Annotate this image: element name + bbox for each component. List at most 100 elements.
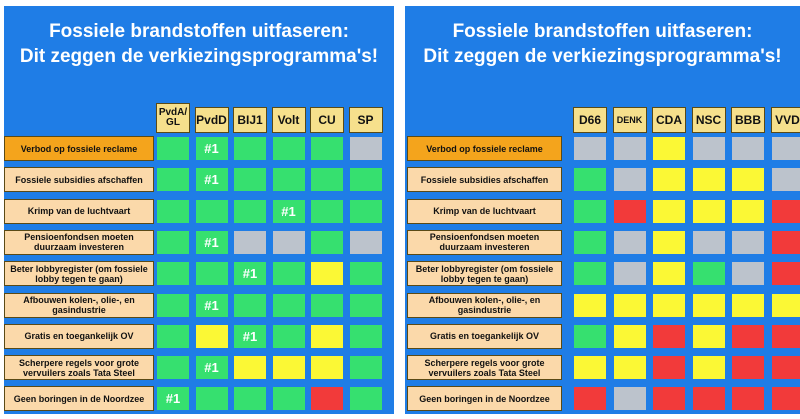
right-cell-grey	[613, 262, 646, 286]
left-cell-green	[157, 293, 189, 317]
left-row-label: Krimp van de luchtvaart	[4, 198, 154, 224]
left-cell-green	[272, 387, 305, 411]
right-cell-grey	[692, 137, 725, 160]
left-cell-green	[157, 168, 189, 192]
left-row-label: Gratis en toegankelijk OV	[4, 323, 154, 349]
right-cell-yellow	[692, 199, 725, 223]
left-cell-green: #1	[195, 356, 228, 380]
left-cell-green	[157, 199, 189, 223]
left-cell-green	[349, 356, 382, 380]
right-cell-red	[653, 324, 685, 348]
left-cell-yellow	[234, 356, 266, 380]
right-cell-red	[771, 356, 800, 380]
left-cell-yellow	[311, 324, 343, 348]
right-cell-red	[771, 199, 800, 223]
right-title-line2: Dit zeggen de verkiezingsprogramma's!	[423, 46, 782, 67]
right-party-header: NSC	[691, 107, 726, 133]
right-cell-red	[613, 199, 646, 223]
right-cell-yellow	[692, 168, 725, 192]
right-title: Fossiele brandstoffen uitfaseren: Dit ze…	[405, 19, 800, 69]
right-row-label: Geen boringen in de Noordzee	[407, 386, 562, 412]
left-cell-green	[157, 262, 189, 286]
left-row-label: Scherpere regels voor grote vervuilers z…	[4, 355, 154, 381]
right-cell-grey	[771, 168, 800, 192]
right-cell-yellow	[653, 262, 685, 286]
right-party-header: DENK	[612, 107, 647, 133]
right-cell-yellow	[613, 324, 646, 348]
right-cell-red	[771, 324, 800, 348]
right-cell-yellow	[613, 293, 646, 317]
right-row-label: Fossiele subsidies afschaffen	[407, 167, 562, 193]
right-cell-red	[653, 387, 685, 411]
right-cell-yellow	[653, 293, 685, 317]
right-cell-grey	[732, 230, 764, 254]
left-title-line1: Fossiele brandstoffen uitfaseren:	[49, 21, 349, 42]
right-cell-yellow	[771, 293, 800, 317]
right-cell-green	[574, 230, 606, 254]
right-cell-grey	[771, 137, 800, 160]
right-cell-yellow	[653, 230, 685, 254]
right-cell-green	[692, 262, 725, 286]
right-party-header: D66	[573, 107, 607, 133]
right-cell-grey	[613, 230, 646, 254]
right-row-label: Afbouwen kolen-, olie-, en gasindustrie	[407, 292, 562, 318]
right-cell-grey	[613, 387, 646, 411]
left-party-header: PvdD	[194, 107, 229, 133]
left-cell-green: #1	[272, 199, 305, 223]
left-cell-green: #1	[195, 137, 228, 160]
left-cell-green: #1	[195, 168, 228, 192]
left-party-header: Volt	[271, 107, 306, 133]
right-cell-yellow	[732, 168, 764, 192]
left-cell-green	[349, 199, 382, 223]
left-cell-green	[311, 137, 343, 160]
right-cell-yellow	[692, 293, 725, 317]
right-row-label: Beter lobbyregister (om fossiele lobby t…	[407, 261, 562, 287]
left-cell-green	[272, 324, 305, 348]
left-cell-green	[157, 230, 189, 254]
right-cell-red	[574, 387, 606, 411]
right-cell-grey	[574, 137, 606, 160]
right-party-header: CDA	[652, 107, 686, 133]
right-party-header: VVD	[770, 107, 800, 133]
right-cell-red	[771, 262, 800, 286]
left-cell-green	[349, 262, 382, 286]
right-cell-green	[574, 168, 606, 192]
right-row-label: Krimp van de luchtvaart	[407, 198, 562, 224]
right-row-label: Verbod op fossiele reclame	[407, 136, 562, 161]
right-cell-red	[732, 356, 764, 380]
left-row-label: Beter lobbyregister (om fossiele lobby t…	[4, 261, 154, 287]
left-party-header: SP	[348, 107, 383, 133]
right-row-label: Pensioenfondsen moeten duurzaam invester…	[407, 229, 562, 255]
left-cell-grey	[349, 230, 382, 254]
left-cell-green: #1	[234, 324, 266, 348]
left-cell-green	[157, 137, 189, 160]
right-cell-red	[732, 324, 764, 348]
left-cell-green	[311, 293, 343, 317]
left-cell-green	[311, 168, 343, 192]
left-cell-red	[311, 387, 343, 411]
right-cell-yellow	[574, 356, 606, 380]
right-cell-yellow	[653, 168, 685, 192]
right-cell-yellow	[692, 356, 725, 380]
left-row-label: Geen boringen in de Noordzee	[4, 386, 154, 412]
left-cell-yellow	[311, 356, 343, 380]
left-cell-yellow	[311, 262, 343, 286]
left-cell-green	[272, 168, 305, 192]
right-cell-red	[732, 387, 764, 411]
left-title: Fossiele brandstoffen uitfaseren: Dit ze…	[4, 19, 394, 69]
right-cell-yellow	[732, 199, 764, 223]
right-cell-grey	[692, 230, 725, 254]
left-cell-green: #1	[234, 262, 266, 286]
left-cell-green	[349, 168, 382, 192]
right-cell-green	[574, 199, 606, 223]
left-cell-green	[234, 293, 266, 317]
left-cell-green	[349, 387, 382, 411]
left-cell-yellow	[272, 356, 305, 380]
left-title-line2: Dit zeggen de verkiezingsprogramma's!	[19, 46, 379, 67]
right-party-header: BBB	[731, 107, 765, 133]
right-cell-grey	[613, 137, 646, 160]
left-cell-green	[272, 137, 305, 160]
left-row-label: Verbod op fossiele reclame	[4, 136, 154, 161]
left-cell-green	[234, 199, 266, 223]
right-panel: Fossiele brandstoffen uitfaseren: Dit ze…	[405, 6, 800, 414]
